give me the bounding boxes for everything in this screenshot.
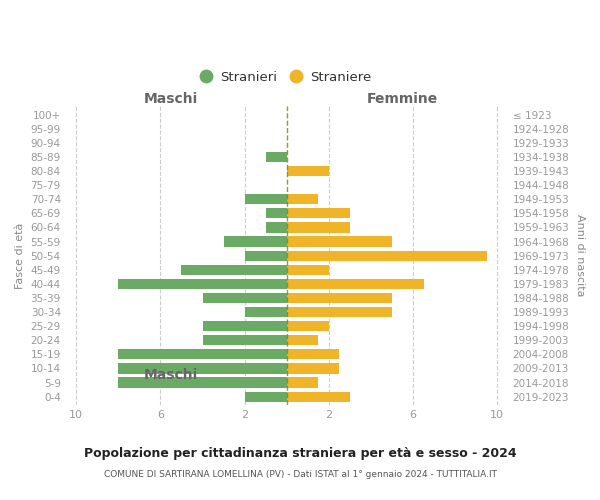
Bar bbox=[287, 378, 319, 388]
Bar bbox=[224, 236, 287, 246]
Bar bbox=[118, 364, 287, 374]
Bar bbox=[287, 194, 319, 204]
Bar bbox=[287, 222, 350, 232]
Bar bbox=[287, 264, 329, 275]
Bar bbox=[245, 392, 287, 402]
Bar bbox=[287, 307, 392, 317]
Bar bbox=[266, 208, 287, 218]
Bar bbox=[266, 222, 287, 232]
Text: COMUNE DI SARTIRANA LOMELLINA (PV) - Dati ISTAT al 1° gennaio 2024 - TUTTITALIA.: COMUNE DI SARTIRANA LOMELLINA (PV) - Dat… bbox=[104, 470, 497, 479]
Bar bbox=[203, 321, 287, 331]
Bar bbox=[245, 307, 287, 317]
Bar bbox=[181, 264, 287, 275]
Bar bbox=[203, 293, 287, 303]
Legend: Stranieri, Straniere: Stranieri, Straniere bbox=[200, 68, 374, 86]
Bar bbox=[287, 350, 340, 360]
Bar bbox=[287, 250, 487, 260]
Bar bbox=[118, 279, 287, 289]
Bar bbox=[266, 152, 287, 162]
Y-axis label: Fasce di età: Fasce di età bbox=[15, 222, 25, 289]
Bar bbox=[287, 293, 392, 303]
Bar bbox=[203, 335, 287, 345]
Bar bbox=[287, 335, 319, 345]
Y-axis label: Anni di nascita: Anni di nascita bbox=[575, 214, 585, 297]
Text: Maschi: Maschi bbox=[144, 92, 198, 106]
Bar bbox=[287, 392, 350, 402]
Bar bbox=[287, 236, 392, 246]
Bar bbox=[245, 194, 287, 204]
Text: Maschi: Maschi bbox=[144, 368, 198, 382]
Bar bbox=[245, 250, 287, 260]
Bar bbox=[287, 166, 329, 176]
Bar bbox=[118, 350, 287, 360]
Text: Femmine: Femmine bbox=[367, 92, 438, 106]
Bar bbox=[287, 321, 329, 331]
Bar bbox=[287, 279, 424, 289]
Text: Popolazione per cittadinanza straniera per età e sesso - 2024: Popolazione per cittadinanza straniera p… bbox=[83, 448, 517, 460]
Bar bbox=[118, 378, 287, 388]
Bar bbox=[287, 364, 340, 374]
Bar bbox=[287, 208, 350, 218]
